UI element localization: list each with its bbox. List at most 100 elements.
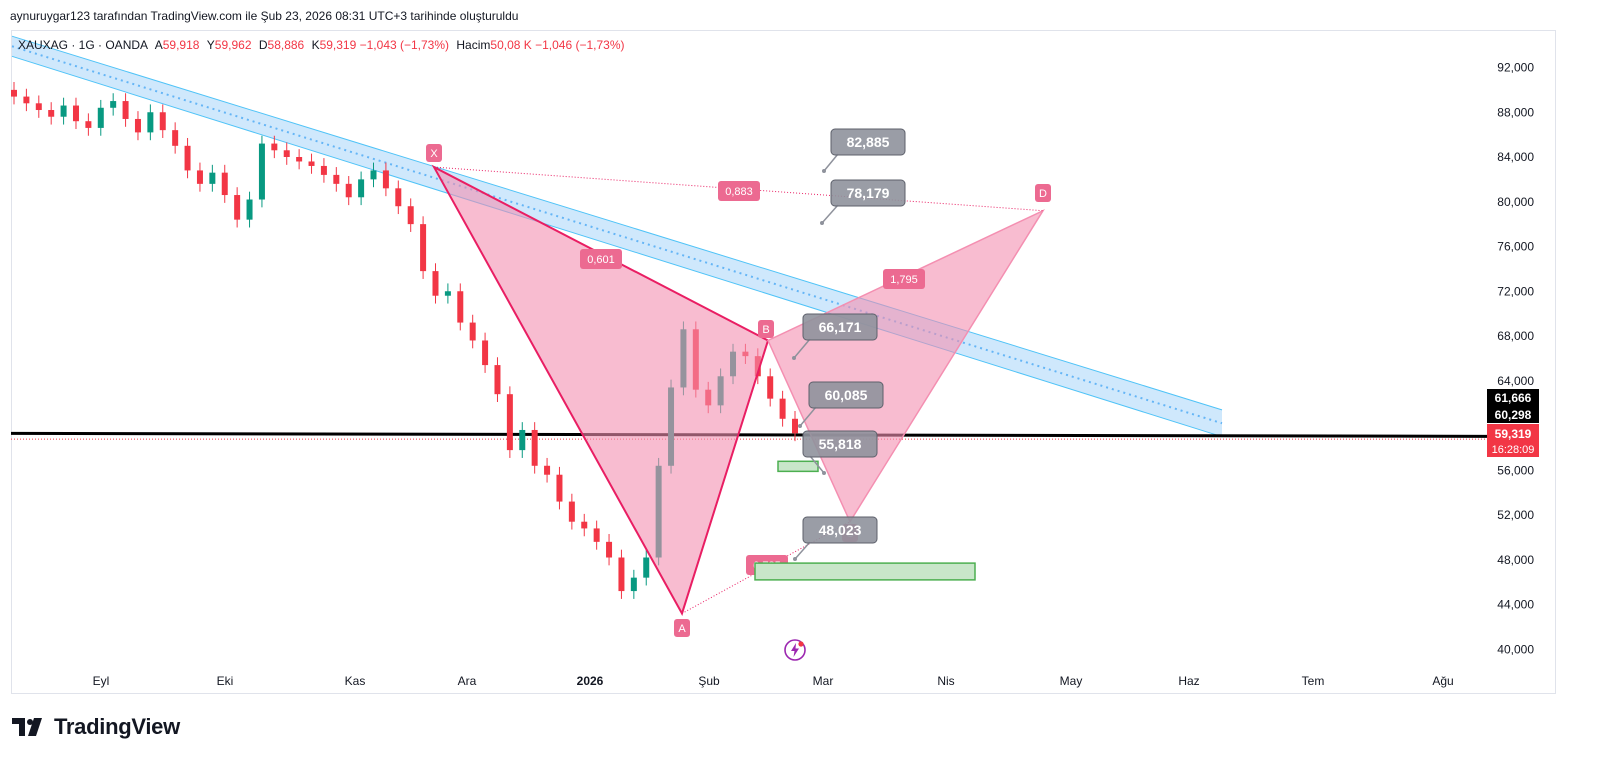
horizontal-line-level [10,431,1488,438]
callout-anchor [820,221,824,225]
price-tick-label: 84,000 [1497,150,1534,164]
legend-volume-label: Hacim [456,38,491,52]
candle [767,376,774,399]
callout-anchor [822,471,826,475]
price-tick-label: 88,000 [1497,105,1534,119]
symbol-legend[interactable]: XAUXAG · 1G · OANDA A59,918 Y59,962 D58,… [18,38,625,52]
price-tick-label: 44,000 [1497,598,1534,612]
candle [159,112,166,131]
price-tick-label: 80,000 [1497,195,1534,209]
callout-pointer [799,406,817,427]
time-tick-label: Ağu [1432,674,1453,688]
lightning-icon[interactable] [783,638,807,662]
callout-pointer [823,153,839,172]
price-tick-label: 68,000 [1497,329,1534,343]
time-tick-label: Eyl [93,674,110,688]
callout-anchor [798,424,802,428]
candle [23,96,30,104]
pattern-point-b [758,320,774,338]
time-axis: Eyl Eki Kas Ara 2026 Şub Mar Nis May Haz Tem Ağu [93,674,1454,688]
candle [444,291,451,296]
pattern-label-b: B [762,324,769,336]
callout-pointer [821,204,839,224]
candle [48,110,55,117]
price-tick-label: 72,000 [1497,284,1534,298]
candle [209,172,216,184]
callout-label: 82,885 [847,134,890,150]
legend-volume-value: 50,08 K [490,38,532,52]
price-tick-label: 40,000 [1497,642,1534,656]
candle [221,172,228,196]
tradingview-logo[interactable]: TradingView [12,714,180,740]
legend-change-value: −1,043 (−1,73%) [359,38,450,52]
legend-high-label: Y [206,38,215,52]
candle [85,121,92,128]
candle [60,105,67,117]
legend-open-label: A [154,38,163,52]
legend-volume-change: −1,046 (−1,73%) [535,38,625,52]
ratio-badge [580,249,622,269]
last-price-badge [1487,424,1539,457]
channel-midline [11,45,1223,425]
candle [519,429,526,451]
support-zone-small [777,460,819,473]
callout-pointer [794,541,811,560]
candle [531,429,538,466]
tradingview-logo-icon [12,718,42,736]
candle [457,291,464,323]
pattern-point-a [674,619,690,637]
candle [11,89,17,97]
ratio-label: 0,601 [587,254,615,266]
time-tick-label: Haz [1178,674,1199,688]
legend-close-label: K [311,38,320,52]
candle [271,143,278,151]
price-callouts: 82,885 78,179 66,171 60,085 55,818 48,023 [792,128,906,561]
callout-box [802,516,878,544]
candle [494,365,501,395]
candle [581,521,588,529]
candle [246,199,253,220]
candle [110,101,117,108]
pattern-label-x: X [430,148,438,160]
candle [432,271,439,296]
time-tick-label: Eki [217,674,234,688]
callout-label: 78,179 [847,185,890,201]
tradingview-logo-text: TradingView [54,714,180,739]
candle [370,170,377,180]
legend-symbol[interactable]: XAUXAG · 1G · OANDA [18,38,148,52]
candle [556,474,563,502]
time-tick-label: Tem [1302,674,1325,688]
legend-low-value: 58,886 [267,38,305,52]
callout-label: 66,171 [819,319,862,335]
pattern-point-x [426,144,442,162]
support-zone-large [754,562,976,581]
legend-low-label: D [258,38,268,52]
ratio-badge [883,269,925,289]
callout-pointer [809,455,825,474]
time-tick-label: Şub [698,674,720,688]
price-tick-label: 48,000 [1497,553,1534,567]
time-tick-label: Ara [458,674,477,688]
candle [506,394,513,451]
chart-caption: aynuruygar123 tarafından TradingView.com… [10,9,519,23]
channel-lower-line [11,55,1223,438]
candle [296,157,303,162]
level-badge-b [1487,406,1539,423]
level-label-a: 61,666 [1495,391,1532,405]
ratio-badge [718,181,760,201]
candle [643,557,650,578]
candle [469,322,476,341]
horizontal-line [10,431,1488,440]
callout-box [830,179,906,207]
callout-box [802,430,878,458]
time-tick-label: 2026 [577,674,604,688]
candle [568,501,575,522]
candle [258,143,265,200]
time-tick-label: Kas [345,674,366,688]
candle [147,112,154,133]
chart-area[interactable] [11,30,1556,694]
candle [184,145,191,171]
level-badge-a [1487,389,1539,406]
candle [345,183,352,198]
